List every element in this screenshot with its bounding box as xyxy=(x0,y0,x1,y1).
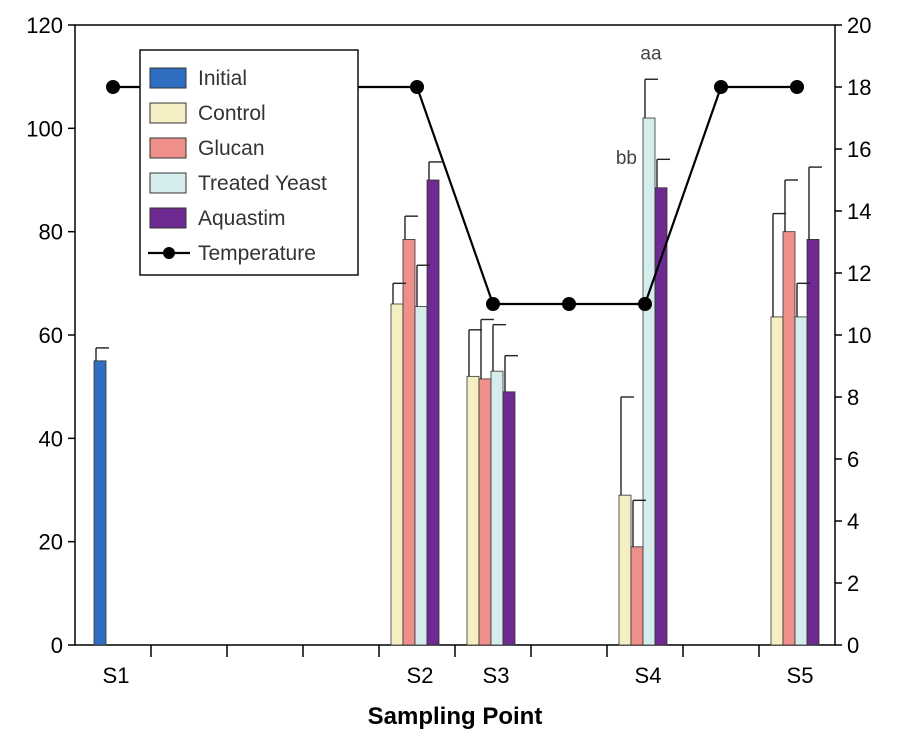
y-right-tick-label: 20 xyxy=(847,13,871,38)
bar-initial xyxy=(93,360,107,646)
temperature-line-group xyxy=(106,80,804,311)
bar-control xyxy=(466,375,480,646)
x-axis-title: Sampling Point xyxy=(368,703,543,730)
y-right-tick-label: 8 xyxy=(847,385,859,410)
bar-glucan xyxy=(478,378,492,646)
bar-control xyxy=(618,494,632,646)
legend-swatch-control xyxy=(149,102,187,124)
annotation-aa: aa xyxy=(640,43,662,64)
y-right-tick-label: 14 xyxy=(847,199,871,224)
x-tick-label: S3 xyxy=(483,663,510,688)
x-tick-label: S1 xyxy=(103,663,130,688)
y-right-tick-label: 2 xyxy=(847,571,859,596)
temperature-point xyxy=(790,80,804,94)
bar-control xyxy=(390,303,404,646)
legend-label: Initial xyxy=(198,67,247,90)
x-tick-label: S4 xyxy=(635,663,662,688)
y-right-tick-label: 18 xyxy=(847,75,871,100)
legend-label: Treated Yeast xyxy=(198,172,327,195)
y-right-tick-label: 12 xyxy=(847,261,871,286)
x-tick-label: S2 xyxy=(407,663,434,688)
temperature-point xyxy=(410,80,424,94)
y-right-tick-label: 10 xyxy=(847,323,871,348)
x-tick-label: S5 xyxy=(787,663,814,688)
bar-treated-yeast xyxy=(794,316,808,646)
bar-treated-yeast xyxy=(414,306,428,646)
y-left-tick-label: 60 xyxy=(39,323,63,348)
legend-label: Glucan xyxy=(198,137,265,160)
bar-aquastim xyxy=(426,179,440,646)
bar-treated-yeast xyxy=(642,117,656,646)
temperature-point xyxy=(562,297,576,311)
bars-group xyxy=(93,117,820,646)
legend-marker-temperature xyxy=(163,247,175,259)
y-left-tick-label: 120 xyxy=(26,13,63,38)
annotations-group: aa bb xyxy=(616,43,662,169)
legend-label: Aquastim xyxy=(198,207,286,230)
temperature-point xyxy=(714,80,728,94)
temperature-point xyxy=(486,297,500,311)
y-right-tick-label: 6 xyxy=(847,447,859,472)
error-bars-group xyxy=(95,78,822,547)
temperature-point xyxy=(106,80,120,94)
y-right-tick-label: 4 xyxy=(847,509,859,534)
bar-control xyxy=(770,316,784,646)
bar-aquastim xyxy=(806,239,820,646)
y-left-tick-label: 100 xyxy=(26,116,63,141)
bar-aquastim xyxy=(654,187,668,646)
temperature-point xyxy=(638,297,652,311)
bar-treated-yeast xyxy=(490,370,504,646)
legend-swatch-treated-yeast xyxy=(149,172,187,194)
y-right-tick-label: 0 xyxy=(847,633,859,658)
bar-glucan xyxy=(402,239,416,646)
y-left-tick-label: 20 xyxy=(39,530,63,555)
legend-swatch-aquastim xyxy=(149,207,187,229)
bar-glucan xyxy=(782,231,796,646)
y-right-tick-label: 16 xyxy=(847,137,871,162)
y-left-tick-label: 0 xyxy=(51,633,63,658)
annotation-bb: bb xyxy=(616,148,637,169)
bar-aquastim xyxy=(502,391,516,646)
legend-swatch-glucan xyxy=(149,137,187,159)
legend-label: Control xyxy=(198,102,266,125)
axis-ticks-group: 0 20 40 60 80 100 120 0 2 4 6 8 10 12 14 16 18 20 S1 S2 S3 S4… xyxy=(26,13,871,688)
legend-swatch-initial xyxy=(149,67,187,89)
y-left-tick-label: 80 xyxy=(39,220,63,245)
legend-label: Temperature xyxy=(198,242,316,265)
y-left-tick-label: 40 xyxy=(39,426,63,451)
bar-glucan xyxy=(630,546,644,646)
legend: Initial Control Glucan Treated Yeast Aquasti… xyxy=(139,49,359,276)
